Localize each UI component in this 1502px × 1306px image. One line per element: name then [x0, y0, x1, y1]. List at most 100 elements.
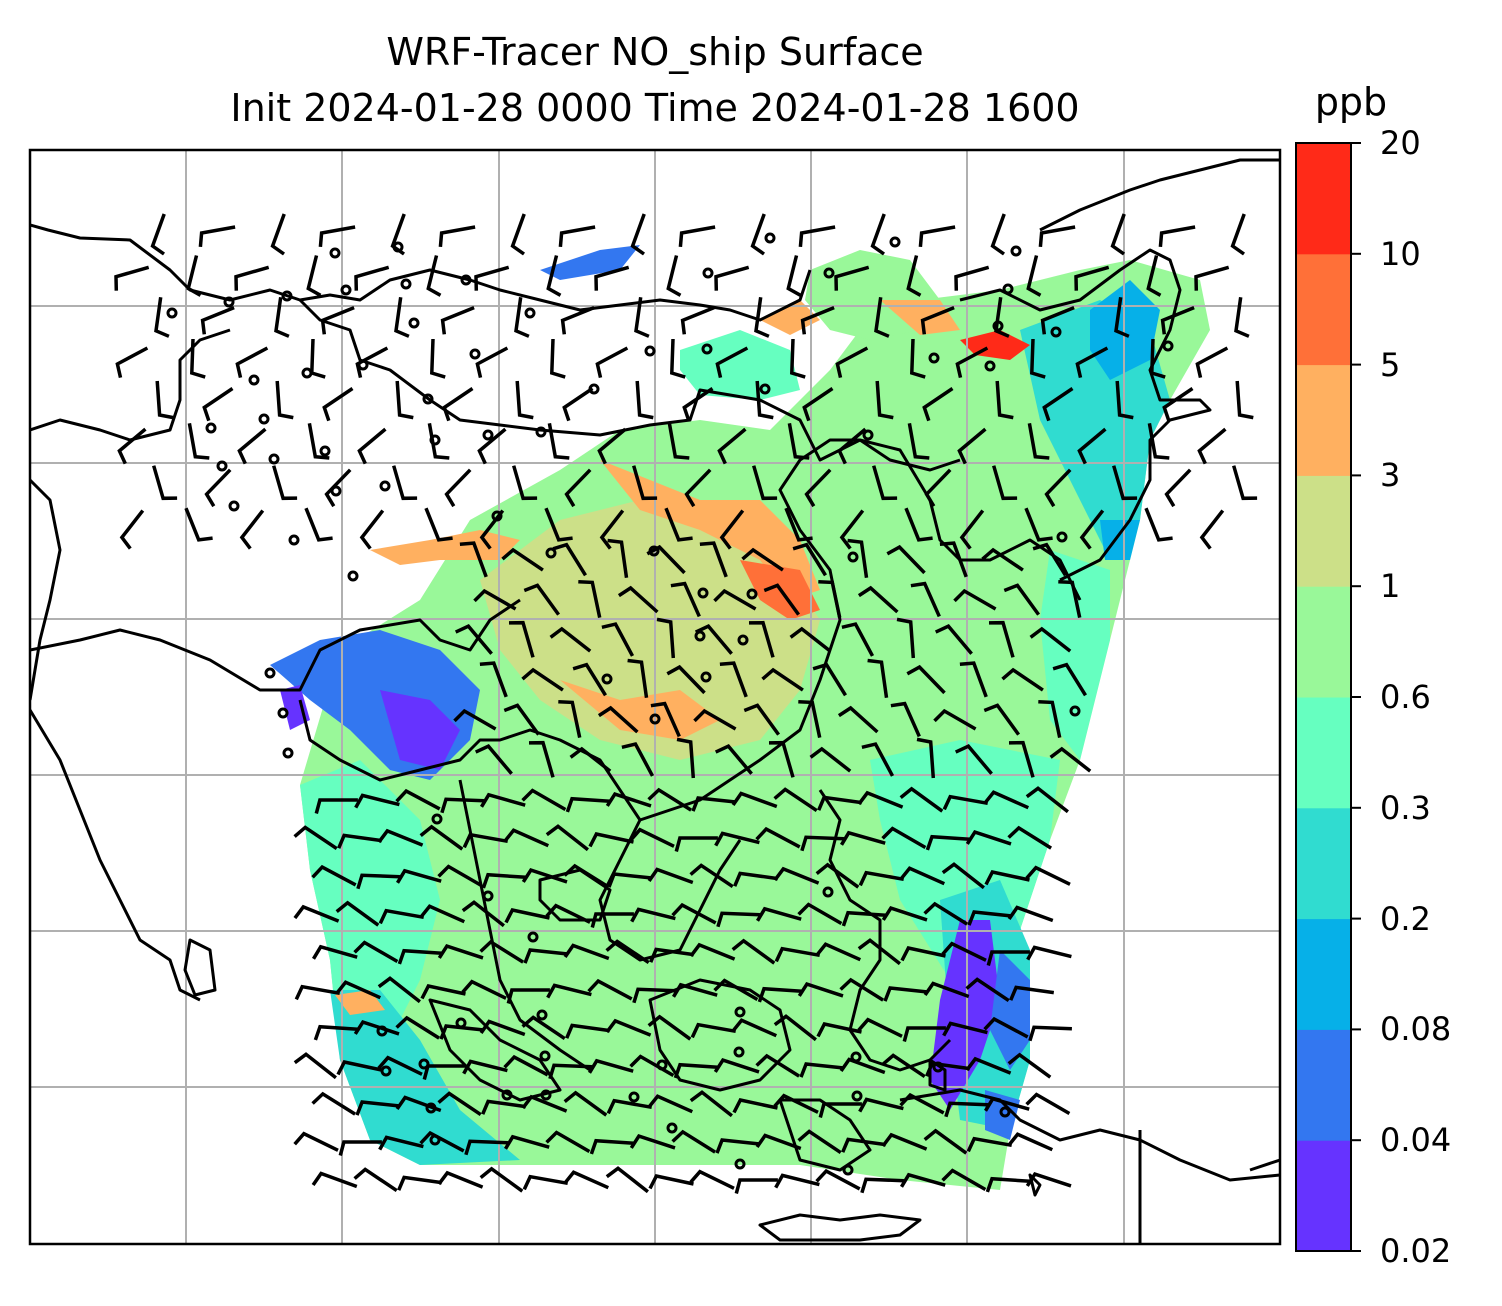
wind-barb [714, 744, 753, 775]
wind-barb [1029, 626, 1072, 653]
wind-barb [1052, 662, 1087, 697]
wind-barb [650, 701, 681, 738]
wind-barb [155, 380, 174, 420]
wind-barb [1007, 905, 1054, 923]
wind-barb [875, 380, 894, 420]
wind-barb [883, 986, 928, 1002]
map-title-line2: Init 2024-01-28 0000 Time 2024-01-28 160… [230, 86, 1080, 130]
wind-barb [733, 871, 779, 887]
wind-barb [353, 940, 399, 964]
wind-barb [150, 213, 166, 256]
wind-barb [694, 624, 733, 655]
wind-barb [1147, 422, 1170, 460]
wind-barb [1160, 305, 1195, 335]
wind-barb [1026, 945, 1072, 961]
colorbar-segment [1296, 1029, 1351, 1141]
colorbar-segment [1296, 253, 1351, 366]
wind-barb [437, 1091, 482, 1117]
wind-barb [841, 622, 875, 657]
wind-barb [1112, 465, 1138, 501]
wind-barb [715, 1138, 760, 1154]
wind-barb [786, 255, 802, 297]
wind-barb [479, 661, 508, 698]
wind-barb [714, 831, 760, 847]
wind-barb [985, 1176, 1031, 1193]
wind-barb [1075, 346, 1109, 378]
wind-barb [1232, 465, 1258, 501]
wind-barb [459, 541, 488, 578]
wind-barb [503, 1054, 549, 1077]
wind-barb [959, 509, 985, 550]
wind-barb [1024, 507, 1053, 542]
colorbar-segment [1296, 586, 1351, 698]
wind-barb [916, 737, 936, 779]
wind-barb [630, 907, 676, 923]
wind-barb [933, 708, 977, 731]
wind-barb [872, 465, 898, 501]
wind-barb [731, 938, 776, 965]
wind-barb [809, 746, 852, 773]
wind-barb [837, 427, 867, 465]
wind-barb [293, 1052, 337, 1080]
colorbar-tick-label: 10 [1380, 234, 1421, 273]
wind-barb [815, 942, 862, 962]
wind-barb [955, 346, 989, 378]
wind-barb [397, 948, 443, 965]
wind-barb [761, 667, 804, 692]
wind-barb [965, 977, 1010, 1003]
wind-barb [239, 509, 265, 550]
wind-barb [734, 1178, 778, 1194]
wind-barb [1028, 1025, 1072, 1042]
wind-barb [1007, 825, 1053, 850]
wind-barb [354, 793, 400, 809]
wind-barb [1025, 786, 1069, 814]
wind-barb [988, 620, 1015, 658]
wind-barb [545, 903, 591, 924]
wind-barb [377, 828, 424, 847]
wind-barb [617, 585, 659, 614]
wind-barb [337, 833, 383, 849]
wind-barb [307, 422, 330, 460]
wind-barb [503, 1134, 550, 1150]
colorbar-tick-label: 20 [1380, 124, 1421, 162]
wind-barb [354, 265, 390, 291]
wind-barb [1110, 213, 1126, 256]
wind-barb [719, 509, 745, 550]
wind-barb [599, 509, 625, 550]
wind-barb [1044, 468, 1072, 508]
wind-barb [667, 422, 690, 460]
wind-barb [635, 380, 654, 420]
wind-barb [420, 984, 466, 1000]
wind-barb [523, 948, 568, 964]
wind-barb [719, 661, 748, 698]
wind-barb [774, 1173, 820, 1189]
wind-barb [545, 824, 589, 852]
wind-barb [647, 787, 693, 812]
wind-barb [839, 509, 865, 550]
wind-barb [870, 213, 886, 256]
wind-barb [787, 422, 810, 460]
wind-barb [563, 1090, 608, 1117]
wind-barb [1058, 579, 1082, 618]
wind-barb [357, 427, 387, 465]
wind-barb [544, 507, 573, 542]
wind-barb [1026, 255, 1042, 297]
wind-barb [818, 579, 842, 618]
wind-barb [521, 1094, 568, 1113]
wind-barb [922, 387, 954, 422]
wind-barb [336, 1060, 382, 1076]
wind-barb [564, 468, 592, 508]
wind-barb [934, 624, 973, 655]
wind-barb [1038, 225, 1076, 248]
wind-barb [1144, 507, 1173, 542]
wind-barb [634, 296, 650, 338]
wind-barb [792, 542, 827, 577]
wind-barb [461, 979, 507, 1000]
wind-barb [353, 1167, 398, 1193]
wind-barb [713, 588, 757, 611]
wind-barb [773, 1014, 817, 1042]
wind-barb [649, 947, 695, 963]
wind-barb [959, 661, 988, 698]
wind-barb [589, 1138, 635, 1155]
wind-barb [1001, 667, 1044, 692]
